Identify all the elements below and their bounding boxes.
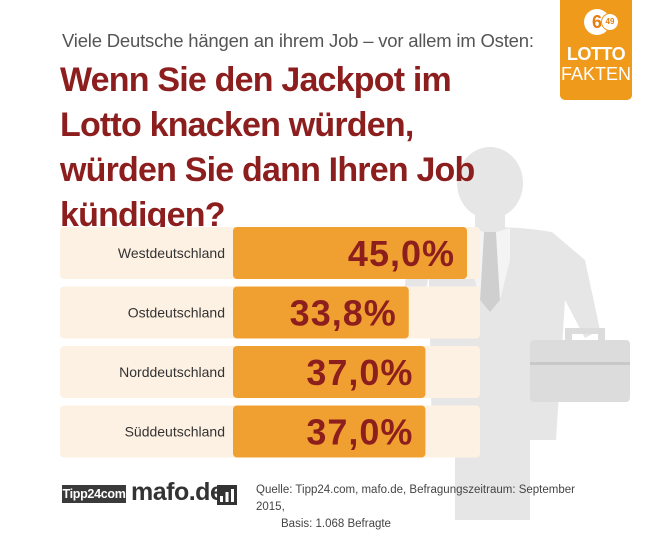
person-head: [457, 147, 523, 219]
source-note: Quelle: Tipp24.com, mafo.de, Befragungsz…: [256, 482, 576, 533]
logo-word-lotto: LOTTO: [566, 44, 626, 64]
value-label: 37,0%: [306, 352, 413, 393]
subtitle: Viele Deutsche hängen an ihrem Job – vor…: [62, 30, 534, 51]
category-label: Süddeutschland: [125, 424, 225, 440]
category-label: Ostdeutschland: [128, 305, 225, 321]
tipp24-logo: Tipp24com: [62, 485, 126, 503]
logo-word-fakten: FAKTEN: [560, 64, 631, 84]
person-tie: [480, 232, 500, 312]
page-title: Wenn Sie den Jackpot im Lotto knacken wü…: [60, 61, 475, 234]
source-line-2: Basis: 1.068 Befragte: [281, 518, 391, 530]
value-label: 33,8%: [290, 293, 397, 334]
bar-norddeutschland: [233, 346, 426, 398]
lotto-fakten-logo: 6 49 LOTTO FAKTEN: [560, 0, 632, 100]
lotto-ball-small-icon: 49: [602, 14, 618, 30]
value-label: 45,0%: [348, 233, 455, 274]
bar-süddeutschland: [233, 405, 426, 458]
value-label: 37,0%: [306, 412, 413, 453]
source-line-1: Quelle: Tipp24.com, mafo.de, Befragungsz…: [256, 484, 575, 513]
bar-ostdeutschland: [233, 286, 409, 339]
mafo-bars-icon: [217, 485, 237, 505]
bar-westdeutschland: [233, 227, 467, 279]
category-label: Westdeutschland: [118, 245, 225, 261]
briefcase-icon: [530, 328, 630, 402]
mafo-logo: mafo.de: [131, 478, 224, 506]
category-label: Norddeutschland: [119, 364, 225, 380]
